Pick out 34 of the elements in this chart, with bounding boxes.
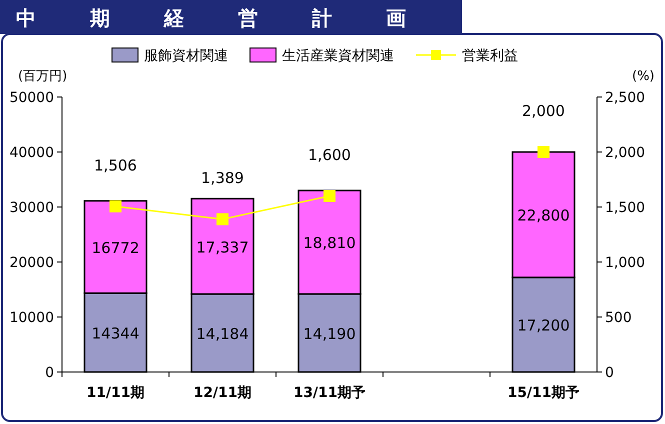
data-label: 14,190 [303,324,356,343]
xtick: 12/11期 [193,385,252,401]
legend-label: 生活産業資材関連 [282,48,394,64]
y2tick: 500 [605,310,632,326]
legend-label: 営業利益 [462,48,518,64]
data-label: 14344 [92,324,140,343]
ytick: 0 [45,365,54,381]
y2tick: 1,500 [605,200,646,216]
data-label: 16772 [92,238,140,257]
xtick: 13/11期予 [293,385,366,401]
y2tick: 2,000 [605,145,646,161]
data-label: 2,000 [522,102,565,120]
data-label: 14,184 [196,325,249,343]
data-label: 17,337 [196,238,249,256]
data-label: 1,506 [94,156,137,174]
title: 中期経営計画 [16,6,460,30]
ytick: 40000 [9,145,54,161]
y2tick: 2,500 [605,90,646,106]
data-label: 1,600 [308,146,351,164]
ytick: 10000 [9,310,54,326]
ytick: 20000 [9,255,54,271]
ytick: 50000 [9,90,54,106]
data-label: 17,200 [517,316,570,335]
data-label: 18,810 [303,234,356,252]
ytick: 30000 [9,200,54,216]
y2label: (%) [632,69,654,84]
ylabel: (百万円) [18,69,68,84]
xtick: 11/11期 [86,385,145,401]
data-label: 22,800 [517,206,570,225]
y2tick: 1,000 [605,255,646,271]
legend-label: 服飾資材関連 [144,48,228,64]
data-label: 1,389 [201,169,244,188]
xtick: 15/11期予 [507,385,580,401]
y2tick: 0 [605,365,614,381]
